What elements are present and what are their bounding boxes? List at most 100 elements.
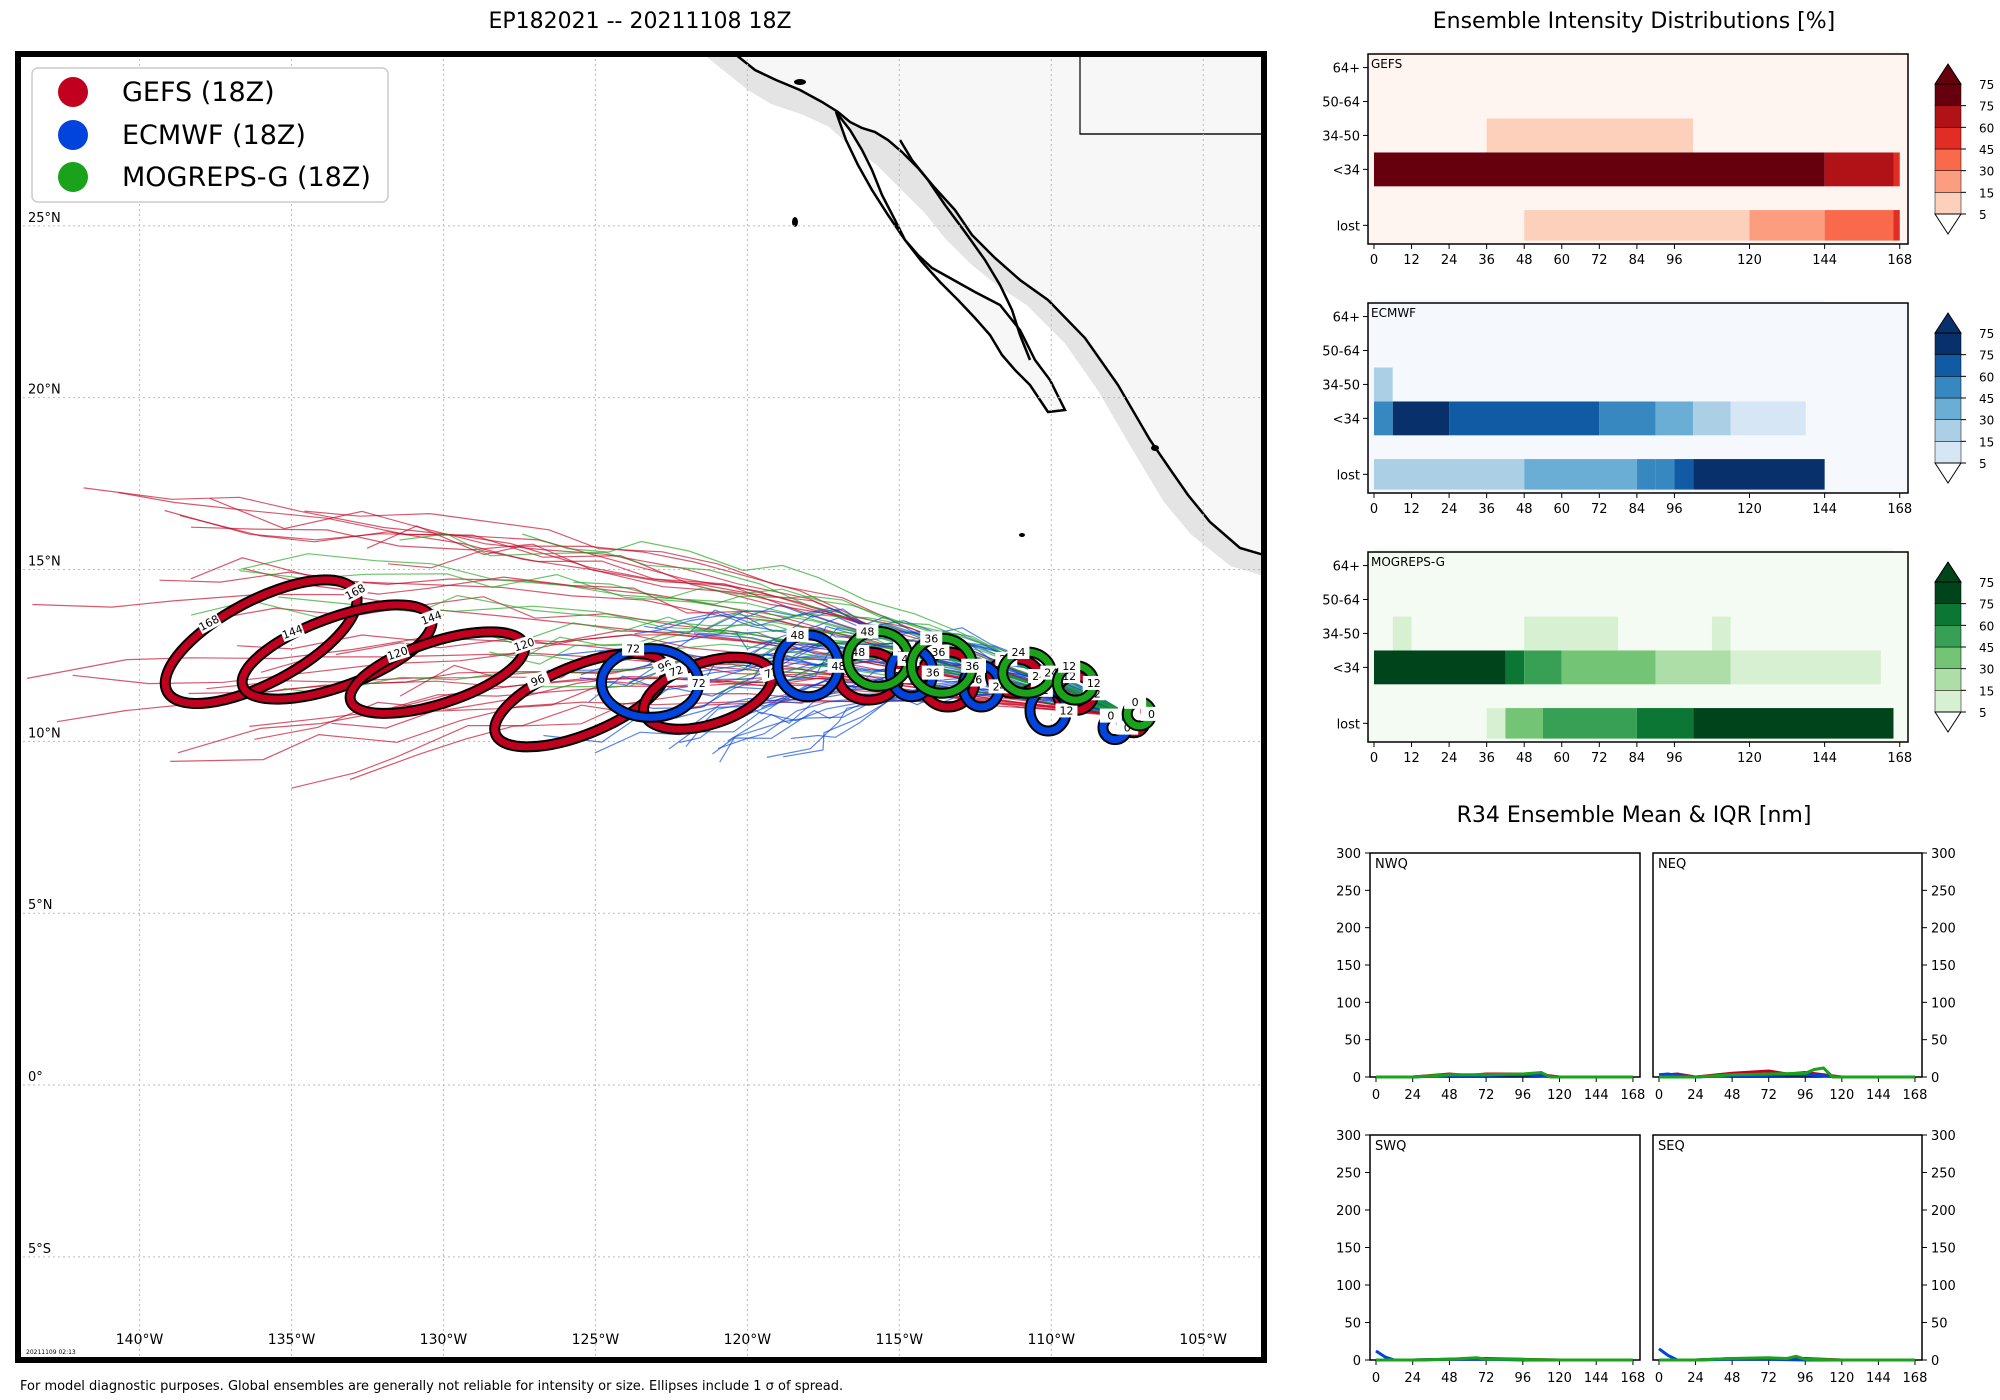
heatmap-y-label: 34-50: [1322, 378, 1360, 393]
colorbar-tick-label: 15: [1979, 186, 1994, 200]
heatmap-x-label: 24: [1441, 751, 1458, 766]
hour-label-text: 12: [1062, 660, 1076, 673]
r34-y-label: 100: [1931, 996, 1956, 1011]
heatmap-y-label: <34: [1333, 661, 1360, 676]
r34-frame: [1652, 1134, 1923, 1361]
hour-label-bg: [1140, 706, 1163, 721]
heatmap-cell: [1655, 650, 1731, 685]
lon-tick-label: 140°W: [116, 1332, 164, 1348]
heatmap-x-label: 72: [1591, 751, 1608, 766]
hour-label-text: 12: [1087, 677, 1101, 690]
heatmap-cell: [1618, 616, 1712, 651]
hour-label-text: 0: [1124, 722, 1131, 735]
colorbar-tick-label: 75: [1979, 576, 1994, 590]
r34-x-label: 96: [1797, 1088, 1814, 1103]
heatmap-x-label: 24: [1441, 502, 1458, 517]
colorbar-segment: [1934, 625, 1962, 648]
r34-series-mogreps-g: [1376, 1356, 1633, 1362]
r34-y-label: 50: [1931, 1034, 1948, 1049]
heatmap-y-label: 50-64: [1322, 96, 1360, 111]
hour-label-text: 0: [1132, 696, 1139, 709]
hour-label-text: 24: [1011, 646, 1025, 659]
r34-x-label: 168: [1621, 1088, 1646, 1103]
r34-panel-seq: SEQ 0 50 100 150 200 250 300 0 24 48 72 96 120 144 168: [1652, 1129, 1956, 1386]
ellipse-hour-label: 72: [663, 661, 689, 682]
heatmap-y-label: 34-50: [1322, 129, 1360, 144]
heatmap-frame: [1367, 551, 1909, 743]
hour-label-bg: [856, 624, 879, 639]
colorbar-tick-label: 30: [1979, 663, 1994, 677]
heatmap-y-label: lost: [1337, 219, 1360, 234]
island: [1019, 533, 1025, 537]
heatmap-cell: [1524, 650, 1562, 685]
heatmap-cell: [1693, 459, 1825, 490]
colorbar-tick-label: 15: [1979, 684, 1994, 698]
lon-tick-label: 135°W: [268, 1332, 316, 1348]
hour-label-text: 48: [860, 625, 874, 638]
heatmap-x-label: 36: [1478, 502, 1495, 517]
ellipse-hour-label: 96: [524, 669, 551, 691]
colorbar-tick-label: 5: [1979, 457, 1987, 471]
colorbar-tick-label: 45: [1979, 392, 1994, 406]
r34-y-label: 200: [1336, 922, 1361, 937]
heatmap-cell: [1374, 548, 1894, 583]
heatmap-cell: [1374, 152, 1825, 187]
r34-x-label: 72: [1478, 1371, 1495, 1386]
ellipse-hour-label: 0: [1099, 708, 1122, 723]
lon-tick-label: 110°W: [1027, 1332, 1075, 1348]
land-mexico: [732, 54, 1264, 557]
heatmap-cell: [1505, 650, 1525, 685]
r34-x-label: 0: [1372, 1088, 1380, 1103]
heatmap-x-label: 72: [1591, 253, 1608, 268]
heatmap-cell: [1599, 401, 1656, 436]
timestamp: 20211109 02:13: [26, 1349, 76, 1356]
heatmap-cell: [1374, 333, 1825, 368]
heatmap-cell: [1374, 401, 1393, 436]
hour-label-bg: [1099, 708, 1122, 723]
colorbar-segment: [1934, 581, 1962, 604]
island: [792, 217, 798, 227]
heatmap-cell: [1374, 118, 1487, 153]
r34-y-label: 200: [1931, 1204, 1956, 1219]
r34-y-label: 300: [1336, 847, 1361, 862]
heatmap-cell: [1392, 616, 1412, 651]
hour-label-bg: [961, 658, 984, 673]
r34-frame: [1652, 852, 1923, 1078]
heatmap-cell: [1542, 708, 1637, 739]
heatmap-y-label: lost: [1337, 717, 1360, 732]
hour-label-bg: [921, 665, 944, 680]
heatmap-cell: [1374, 459, 1525, 490]
colorbar-tick-label: 30: [1979, 414, 1994, 428]
r34-quadrant-label: SEQ: [1658, 1139, 1685, 1154]
lon-tick-label: 105°W: [1179, 1332, 1227, 1348]
colorbar-segment: [1934, 332, 1962, 355]
lat-tick-label: 20°N: [28, 383, 61, 398]
ellipse-hour-label: 72: [622, 641, 645, 656]
colorbar-tick-label: 15: [1979, 435, 1994, 449]
intensity-title: Ensemble Intensity Distributions [%]: [1433, 9, 1836, 34]
ellipse-hour-label: 72: [687, 675, 710, 690]
r34-frame: [1369, 1134, 1641, 1361]
heatmap-model-label: MOGREPS-G: [1371, 555, 1445, 569]
heatmap-cell: [1524, 616, 1619, 651]
heatmap-ecmwf: lost <34 34-50 50-64 64+ ECMWF 0 12 24 36 48 60 72 84…: [1322, 299, 1994, 517]
r34-x-label: 168: [1621, 1371, 1646, 1386]
r34-quadrant-label: NWQ: [1375, 857, 1408, 872]
r34-y-label: 0: [1353, 1071, 1361, 1086]
r34-panel-swq: SWQ 0 50 100 150 200 250 300 0 24 48 72 96 120 144 168: [1336, 1129, 1645, 1386]
colorbar-tick-label: 75: [1979, 327, 1994, 341]
heatmap-cell: [1693, 118, 1900, 153]
lon-tick-label: 115°W: [876, 1332, 924, 1348]
colorbar-tick-label: 60: [1979, 121, 1994, 135]
hour-label-bg: [384, 643, 411, 664]
heatmap-cell: [1374, 299, 1825, 334]
hour-label-text: 72: [668, 663, 685, 680]
heatmap-x-label: 48: [1516, 751, 1533, 766]
land-baja: [834, 111, 1067, 414]
heatmap-cell: [1805, 401, 1825, 436]
hour-label-bg: [651, 655, 678, 677]
ellipse-hour-label: 36: [961, 658, 984, 673]
